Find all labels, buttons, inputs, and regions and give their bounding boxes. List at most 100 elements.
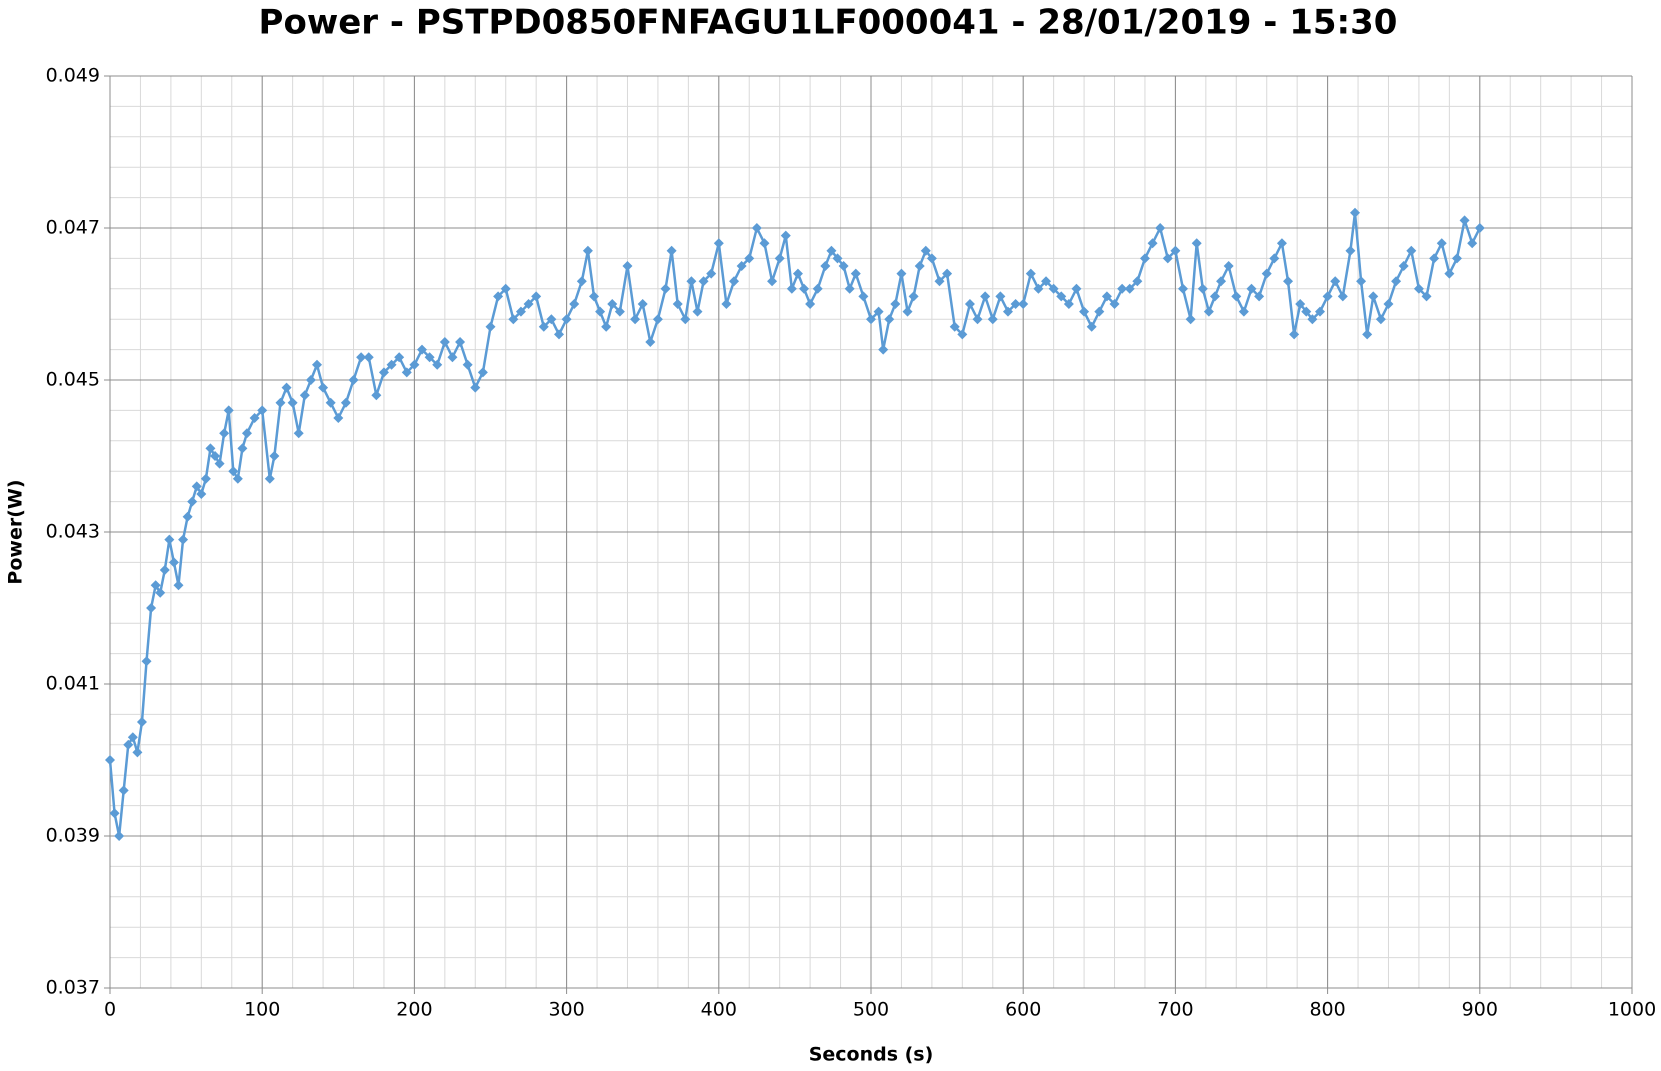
- data-point: [1048, 283, 1059, 294]
- data-point: [275, 397, 286, 408]
- data-point: [553, 329, 564, 340]
- data-point: [401, 367, 412, 378]
- data-point: [914, 261, 925, 271]
- data-point: [500, 283, 511, 294]
- data-point: [417, 344, 428, 355]
- data-point: [614, 306, 625, 317]
- data-point: [1185, 314, 1196, 325]
- data-point: [1421, 291, 1432, 302]
- data-point: [168, 557, 179, 568]
- data-point: [141, 656, 152, 667]
- y-tick-label: 0.041: [46, 673, 100, 695]
- data-point: [470, 382, 481, 393]
- data-point: [751, 223, 762, 233]
- data-point: [884, 314, 895, 325]
- data-point: [132, 747, 143, 758]
- data-point: [686, 276, 697, 287]
- y-tick-label: 0.049: [46, 65, 100, 87]
- data-point: [232, 473, 243, 484]
- x-tick-label: 100: [244, 999, 280, 1021]
- data-point: [394, 352, 405, 363]
- data-point: [1307, 314, 1318, 325]
- data-point: [164, 534, 175, 545]
- data-point: [1010, 299, 1021, 309]
- data-point: [721, 299, 732, 309]
- data-point: [1289, 329, 1300, 340]
- data-point: [281, 382, 292, 393]
- data-point: [838, 261, 849, 271]
- data-point: [1041, 276, 1052, 287]
- data-point: [1314, 306, 1325, 317]
- data-point: [595, 306, 606, 317]
- data-point: [622, 261, 633, 271]
- data-point: [744, 253, 755, 264]
- y-tick-label: 0.045: [46, 369, 100, 391]
- data-point: [786, 283, 797, 294]
- data-point: [187, 496, 198, 507]
- data-point: [896, 268, 907, 279]
- data-point: [964, 299, 975, 309]
- data-point: [214, 458, 225, 469]
- data-point: [1356, 276, 1367, 287]
- data-point: [1191, 238, 1202, 249]
- data-point: [228, 466, 239, 477]
- x-tick-label: 800: [1309, 999, 1345, 1021]
- data-point: [767, 276, 778, 287]
- data-point: [713, 238, 724, 249]
- data-point: [1451, 253, 1462, 264]
- x-tick-label: 0: [104, 999, 116, 1021]
- data-point: [1063, 299, 1074, 309]
- data-point: [1155, 223, 1166, 233]
- x-tick-label: 400: [701, 999, 737, 1021]
- data-point: [178, 534, 189, 545]
- data-point: [1444, 268, 1455, 279]
- data-point: [523, 299, 534, 309]
- data-point: [146, 603, 157, 613]
- data-point: [1147, 238, 1158, 249]
- data-line: [108, 211, 1481, 838]
- data-point: [995, 291, 1006, 302]
- data-point: [1301, 306, 1312, 317]
- data-point: [890, 299, 901, 309]
- data-point: [942, 268, 953, 279]
- data-point: [902, 306, 913, 317]
- data-point: [114, 831, 125, 841]
- x-axis-title: Seconds (s): [809, 1044, 934, 1066]
- data-point: [1117, 283, 1128, 294]
- y-tick-label: 0.037: [46, 977, 100, 999]
- data-point: [386, 359, 397, 370]
- data-point: [447, 352, 458, 363]
- data-point: [844, 283, 855, 294]
- y-tick-label: 0.047: [46, 217, 100, 239]
- data-point: [607, 299, 618, 309]
- data-point: [348, 375, 359, 385]
- data-point: [1269, 253, 1280, 264]
- data-point: [200, 473, 211, 484]
- data-point: [1094, 306, 1105, 317]
- data-point: [1101, 291, 1112, 302]
- data-point: [698, 276, 709, 287]
- data-point: [832, 253, 843, 264]
- data-point: [729, 276, 740, 287]
- data-point: [1322, 291, 1333, 302]
- data-point: [287, 397, 298, 408]
- data-point: [1368, 291, 1379, 302]
- data-point: [672, 299, 683, 309]
- data-point: [1406, 245, 1417, 256]
- data-point: [182, 511, 193, 522]
- data-point: [1203, 306, 1214, 317]
- data-point: [462, 359, 473, 370]
- data-point: [637, 299, 648, 309]
- data-point: [409, 359, 420, 370]
- data-point: [561, 314, 572, 325]
- x-tick-label: 200: [396, 999, 432, 1021]
- data-point: [799, 283, 810, 294]
- data-point: [1056, 291, 1067, 302]
- data-point: [736, 261, 747, 271]
- data-point: [630, 314, 641, 325]
- data-point: [432, 359, 443, 370]
- data-point: [1238, 306, 1249, 317]
- data-point: [1295, 299, 1306, 309]
- data-point: [155, 587, 166, 598]
- data-point: [1413, 283, 1424, 294]
